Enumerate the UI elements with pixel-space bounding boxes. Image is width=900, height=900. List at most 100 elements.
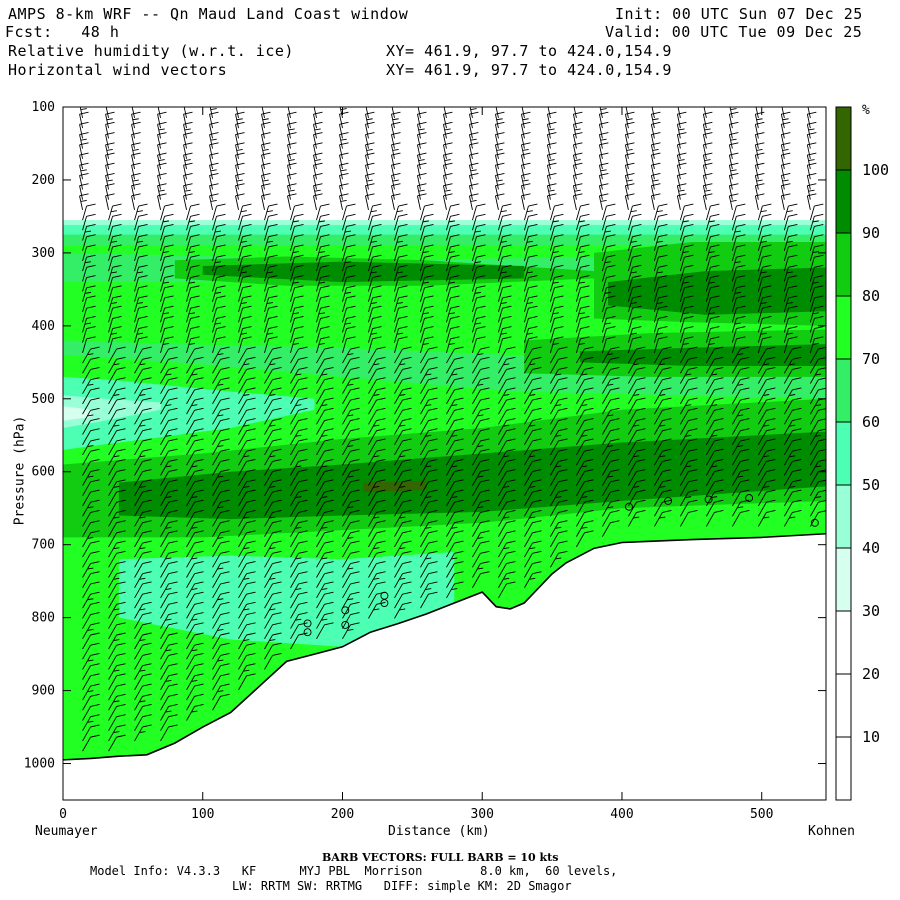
wind-barb [731,367,750,384]
wind-barb [157,183,167,200]
wind-barb [807,107,811,119]
wind-barb [212,520,230,537]
wind-barb [264,612,282,629]
wind-barb [238,663,256,680]
wind-barb [654,499,672,517]
wind-barb [524,254,538,272]
wind-barb [82,591,100,609]
wind-barb [238,510,256,527]
wind-barb [183,183,193,200]
wind-barb [160,203,174,221]
wind-barb [134,387,152,405]
wind-barb [160,418,178,435]
wind-barb [290,458,308,476]
wind-barb [602,469,620,486]
wind-barb [650,142,661,159]
wind-barb [576,367,594,384]
wind-barb [186,367,204,384]
wind-barb [524,530,542,548]
wind-barb [238,254,252,272]
wind-barb [238,315,252,333]
wind-barb [394,438,412,456]
wind-barb [212,336,226,353]
wind-barb [82,458,100,476]
wind-barb [131,193,141,210]
wind-barb [264,438,282,456]
wind-barb [290,295,304,313]
wind-barb [342,418,360,435]
wind-barb [524,305,538,323]
wind-barb [316,469,334,486]
wind-barb [754,152,765,170]
wind-barb [731,448,750,466]
field-name-wind: Horizontal wind vectors [8,61,228,79]
wind-barb [108,673,126,691]
wind-barb [472,356,490,374]
wind-barb [731,326,746,343]
wind-barb [443,132,453,149]
wind-barb [365,183,375,200]
wind-barb [105,121,115,139]
wind-barb [108,561,126,578]
wind-barb [524,234,538,251]
calm-wind-circle [664,496,673,505]
wind-barb [495,121,505,139]
wind-barb [82,469,100,486]
wind-barb [417,132,427,149]
wind-barb [183,107,187,119]
wind-barb [316,561,334,578]
wind-barb [524,315,538,333]
wind-barb [160,469,178,486]
wind-barb [601,234,616,251]
wind-barb [705,295,720,313]
wind-barb [264,224,278,241]
y-tick-label: 300 [32,246,55,261]
wind-barb [264,285,278,302]
wind-barb [368,387,386,405]
wind-barb [472,469,490,486]
x-tick-label: 0 [59,807,67,822]
wind-barb [394,244,408,262]
wind-barb [209,183,219,200]
wind-barb [391,183,401,200]
wind-barb [108,683,126,701]
wind-barb [342,346,360,364]
wind-barb [82,407,100,425]
wind-barb [472,234,486,251]
wind-barb [705,397,724,415]
wind-barb [783,489,802,507]
wind-barb [524,397,542,415]
wind-barb [575,244,590,262]
wind-barb [108,336,122,353]
wind-barb [264,326,278,343]
wind-barb [394,203,408,221]
y-tick-label: 700 [32,538,55,553]
wind-barb [342,458,360,476]
wind-barb [446,244,460,262]
wind-barb [290,612,308,629]
wind-barb [79,121,89,139]
wind-barb [186,234,200,251]
wind-barb [264,346,282,364]
wind-barb [108,714,126,731]
wind-barb [575,234,590,251]
wind-barb [628,458,646,476]
calm-wind-circle [745,494,754,502]
wind-barb [134,632,152,650]
wind-barb [576,510,594,527]
wind-barb [238,581,256,599]
wind-barb [186,663,204,680]
wind-barb [261,162,271,180]
wind-barb [495,132,505,149]
wind-barb [342,203,356,221]
wind-barb [238,571,256,588]
wind-barb [394,336,408,353]
wind-barb [160,387,178,405]
wind-barb [134,203,148,221]
wind-barb [134,244,148,262]
wind-barb [446,520,464,537]
wind-barb [576,499,594,517]
wind-barb [134,530,152,548]
wind-barb [549,203,564,221]
